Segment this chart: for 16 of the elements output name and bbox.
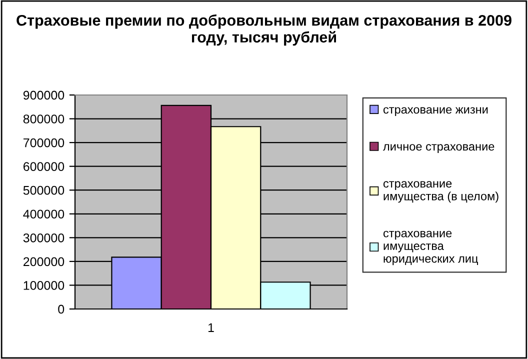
y-tick-label: 600000 (24, 162, 64, 171)
y-tick-label: 800000 (23, 114, 64, 124)
y-tick-label: 900000 (23, 90, 64, 100)
y-tick-label: 200000 (24, 257, 64, 266)
legend-label: страхование имущества юридических лиц (383, 230, 478, 266)
y-tick-label: 300000 (23, 233, 64, 242)
x-tick-label: 1 (208, 323, 214, 332)
legend-label: страхование имущества (в целом) (383, 181, 498, 203)
legend-label: страхование жизни (383, 107, 488, 116)
y-tick-label: 500000 (23, 186, 64, 195)
legend-label: личное страхование (383, 144, 494, 153)
chart-title: Страховые премии по добровольным видам страхования в 2009 году, тысяч рублей (16, 14, 512, 46)
y-tick-label: 700000 (24, 138, 64, 148)
y-tick-label: 100000 (24, 281, 64, 290)
y-tick-label: 400000 (23, 210, 64, 219)
y-tick-label: 0 (58, 304, 64, 314)
